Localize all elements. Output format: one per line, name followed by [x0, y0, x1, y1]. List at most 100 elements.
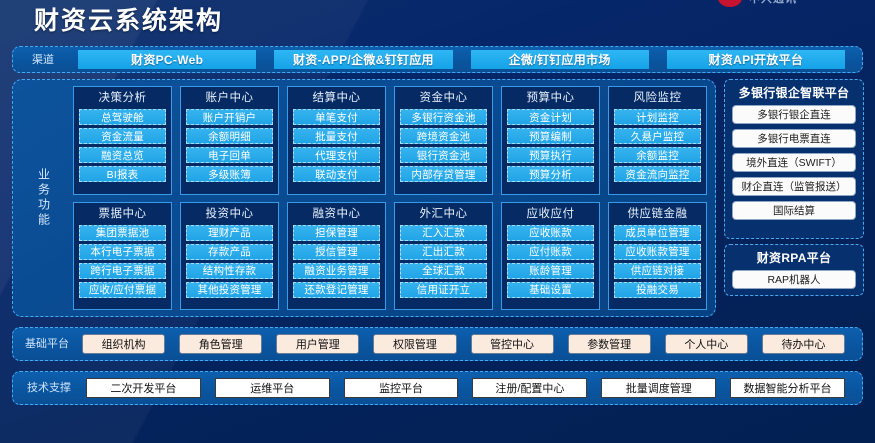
business-card-item[interactable]: 跨境资金池 [400, 128, 487, 144]
side-panel-item[interactable]: 多银行电票直连 [732, 129, 856, 148]
tech-support-items: 二次开发平台 运维平台 监控平台 注册/配置中心 批量调度管理 数据智能分析平台 [79, 378, 862, 398]
business-card-item[interactable]: 理财产品 [186, 224, 273, 241]
side-panel-item[interactable]: 多银行银企直连 [732, 105, 856, 124]
business-card-title: 融资中心 [312, 207, 361, 220]
tech-support-item[interactable]: 运维平台 [214, 378, 330, 398]
business-card: 资金中心 多银行资金池 跨境资金池 银行资金池 内部存贷管理 [394, 86, 493, 195]
side-panel-item[interactable]: 境外直连（SWIFT） [732, 153, 856, 172]
channel-item[interactable]: 财资-APP/企微&钉钉应用 [274, 50, 453, 69]
brand-logo: 中兴通讯 [718, 0, 797, 7]
business-card-item[interactable]: 总驾驶舱 [79, 109, 166, 125]
business-card-item[interactable]: 结构性存款 [186, 262, 273, 279]
business-card-item[interactable]: 电子回单 [186, 147, 273, 163]
business-card-item[interactable]: 资金流量 [79, 128, 166, 144]
business-card-item[interactable]: 代理支付 [293, 147, 380, 163]
business-card-item[interactable]: 融资业务管理 [293, 262, 380, 279]
business-card-item[interactable]: 预算编制 [507, 128, 594, 144]
business-card-item[interactable]: 久悬户监控 [614, 128, 701, 144]
base-platform-item[interactable]: 用户管理 [276, 334, 360, 354]
tech-support-row: 技术支撑 二次开发平台 运维平台 监控平台 注册/配置中心 批量调度管理 数据智能分析平台 [12, 371, 863, 405]
business-card-item[interactable]: 汇入汇款 [400, 224, 487, 241]
base-platform-item[interactable]: 参数管理 [567, 334, 651, 354]
business-card-item[interactable]: 存款产品 [186, 243, 273, 260]
business-card-item[interactable]: 成员单位管理 [614, 224, 701, 241]
business-card-item[interactable]: 应收账款 [507, 224, 594, 241]
business-card-title: 外汇中心 [419, 207, 468, 220]
business-card-item[interactable]: 本行电子票据 [79, 243, 166, 260]
channel-item[interactable]: 财资API开放平台 [666, 50, 845, 69]
business-card-item[interactable]: 预算分析 [507, 166, 594, 182]
business-function-label: 业务功能 [36, 168, 51, 228]
business-card-item[interactable]: 应收/应付票据 [79, 281, 166, 298]
business-card-items: 多银行资金池 跨境资金池银行资金池内部存贷管理 [400, 109, 487, 182]
channel-item[interactable]: 财资PC-Web [78, 50, 257, 69]
business-card-item[interactable]: 账户开销户 [186, 109, 273, 125]
tech-support-item[interactable]: 数据智能分析平台 [730, 378, 845, 398]
business-card-item[interactable]: 汇出汇款 [400, 243, 487, 260]
brand-logo-icon [718, 0, 742, 7]
tech-support-item[interactable]: 监控平台 [343, 378, 459, 398]
business-card-item[interactable]: 批量支付 [293, 128, 380, 144]
tech-support-item[interactable]: 二次开发平台 [86, 378, 201, 398]
business-card-item[interactable]: 其他投资管理 [186, 281, 273, 298]
base-platform-item[interactable]: 组织机构 [82, 334, 166, 354]
business-card-item[interactable]: 计划监控 [614, 109, 701, 125]
business-card-items: 总驾驶舱资金流量融资总览 BI报表 [79, 109, 166, 182]
business-card-title: 预算中心 [526, 92, 575, 104]
business-card-items: 理财产品存款产品结构性存款其他投资管理 [186, 224, 273, 298]
business-card-item[interactable]: 内部存贷管理 [400, 166, 487, 182]
business-card-item[interactable]: 预算执行 [507, 147, 594, 163]
business-card-item[interactable]: BI报表 [79, 166, 166, 182]
tech-support-item[interactable]: 批量调度管理 [601, 378, 717, 398]
business-card-item[interactable]: 融资总览 [79, 147, 166, 163]
bank-connect-panel: 多银行银企智联平台 多银行银企直连 多银行电票直连 境外直连（SWIFT） 财企直连（… [724, 79, 864, 239]
side-panel-item[interactable]: RAP机器人 [732, 270, 856, 289]
channel-item[interactable]: 企微/钉钉应用市场 [470, 50, 649, 69]
business-card: 外汇中心汇入汇款汇出汇款全球汇款信用证开立 [394, 201, 493, 310]
rpa-panel: 财资RPA平台 RAP机器人 [724, 244, 864, 296]
business-card-item[interactable]: 投融交易 [614, 281, 701, 298]
business-card-items: 成员单位管理 应收账款管理 供应链对接投融交易 [614, 224, 701, 298]
bank-connect-panel-items: 多银行银企直连 多银行电票直连 境外直连（SWIFT） 财企直连（监管报送） 国际结算 [732, 105, 856, 220]
business-row: 决策分析 总驾驶舱 资金流量 融资总览 BI报表 账户中心 账户开销户 余额明细 电子回单 多级账… [73, 86, 707, 195]
base-platform-item[interactable]: 角色管理 [179, 334, 263, 354]
business-card-item[interactable]: 基础设置 [507, 281, 594, 298]
channel-row-label: 渠道 [32, 53, 54, 66]
rpa-panel-items: RAP机器人 [732, 270, 856, 289]
tech-support-row-label: 技术支撑 [27, 382, 71, 394]
business-card-item[interactable]: 信用证开立 [400, 281, 487, 298]
business-card-item[interactable]: 跨行电子票据 [79, 262, 166, 279]
business-card-item[interactable]: 集团票据池 [79, 224, 166, 241]
business-card-item[interactable]: 多级账簿 [186, 166, 273, 182]
business-card-item[interactable]: 还款登记管理 [293, 281, 380, 298]
tech-support-item[interactable]: 注册/配置中心 [472, 378, 588, 398]
business-card-item[interactable]: 应付账款 [507, 243, 594, 260]
base-platform-item[interactable]: 个人中心 [664, 334, 748, 354]
base-platform-item[interactable]: 待办中心 [761, 334, 845, 354]
business-card-item[interactable]: 多银行资金池 [400, 109, 487, 125]
channel-items: 财资PC-Web 财资-APP/企微&钉钉应用 企微/钉钉应用市场 财资API开放平台 [69, 50, 862, 69]
business-card-item[interactable]: 余额监控 [614, 147, 701, 163]
base-platform-item[interactable]: 权限管理 [373, 334, 457, 354]
business-card-item[interactable]: 供应链对接 [614, 262, 701, 279]
business-card-item[interactable]: 全球汇款 [400, 262, 487, 279]
business-card-item[interactable]: 资金流向监控 [614, 166, 701, 182]
business-card-title: 风险监控 [633, 92, 682, 104]
business-card-title: 票据中心 [98, 207, 147, 220]
business-card: 应收应付 应收账款 应付账款 账龄管理 基础设置 [501, 201, 600, 310]
business-card-item[interactable]: 授信管理 [293, 243, 380, 260]
side-panel-item[interactable]: 财企直连（监管报送） [732, 177, 856, 196]
business-card-item[interactable]: 银行资金池 [400, 147, 487, 163]
base-platform-item[interactable]: 管控中心 [470, 334, 554, 354]
page-title: 财资云系统架构 [34, 7, 224, 35]
business-card-item[interactable]: 应收账款管理 [614, 243, 701, 260]
business-card-item[interactable]: 担保管理 [293, 224, 380, 241]
business-card-items: 集团票据池本行电子票据 跨行电子票据 应收/应付票据 [79, 224, 166, 298]
side-panel-item[interactable]: 国际结算 [732, 201, 856, 220]
business-card-item[interactable]: 单笔支付 [293, 109, 380, 125]
business-card-item[interactable]: 账龄管理 [507, 262, 594, 279]
business-card-item[interactable]: 联动支付 [293, 166, 380, 182]
business-card-items: 汇入汇款汇出汇款全球汇款信用证开立 [400, 224, 487, 298]
business-card-item[interactable]: 余额明细 [186, 128, 273, 144]
business-card-item[interactable]: 资金计划 [507, 109, 594, 125]
